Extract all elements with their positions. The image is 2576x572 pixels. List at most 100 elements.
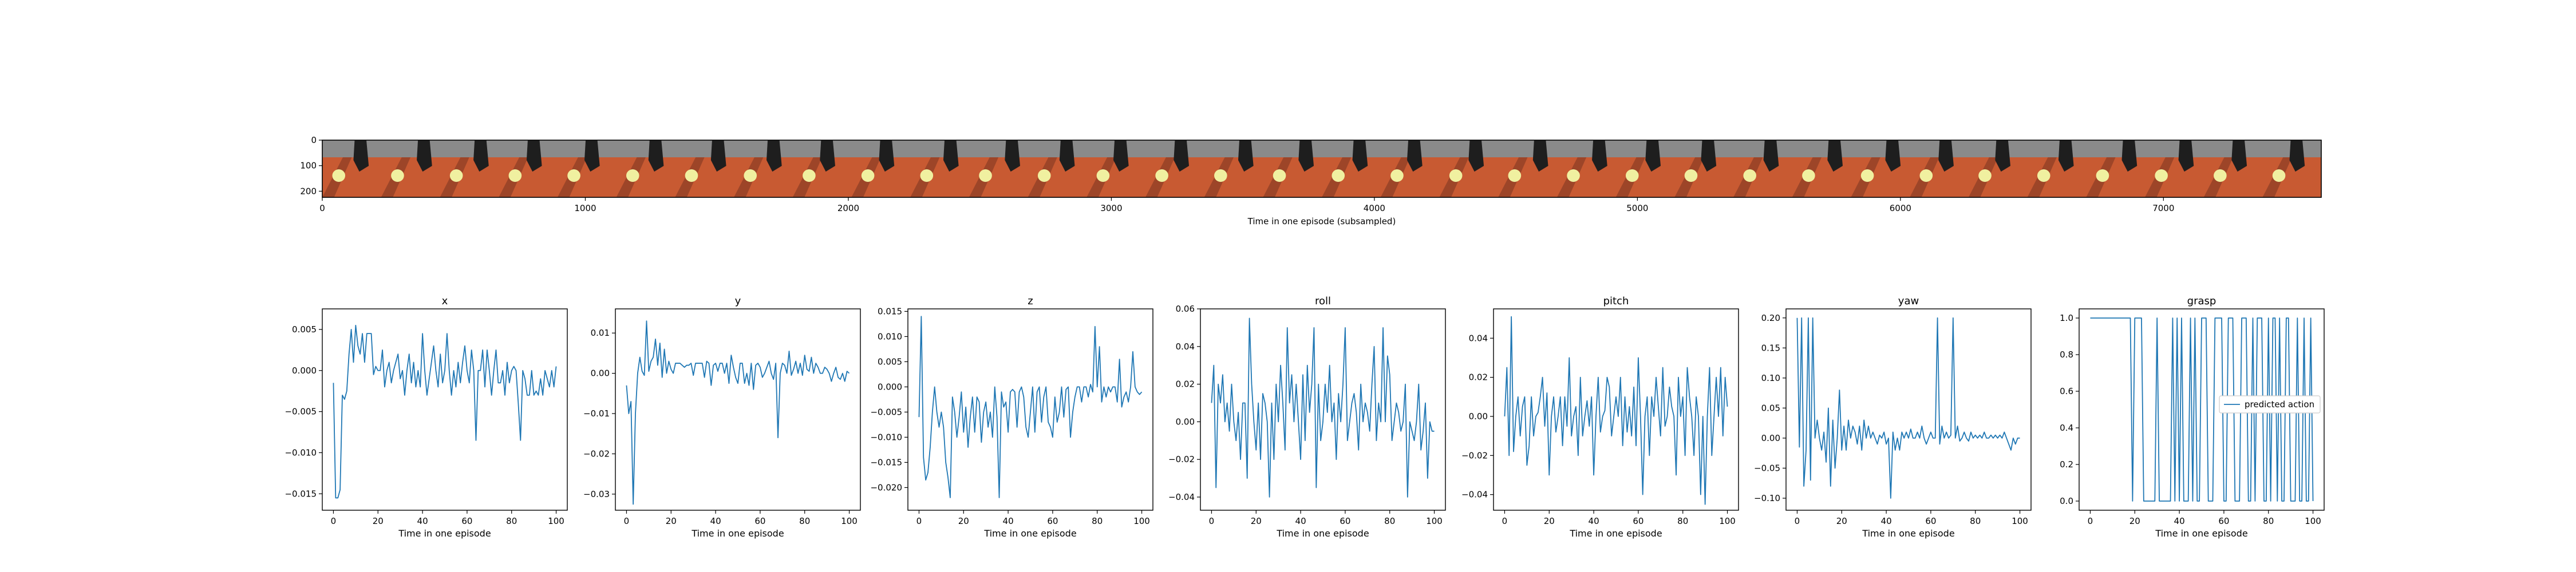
plot-frame [1785,308,2032,511]
y-tick-label: 0.6 [2060,386,2073,396]
film-frame-object [626,169,639,182]
legend-box [2219,395,2321,414]
x-tick-label: 100 [841,516,858,526]
y-tick-label: −0.01 [583,408,610,419]
film-frame-wall [969,140,1028,157]
filmstrip-y-tick-label: 200 [300,186,317,196]
x-tick-label: 60 [1633,516,1643,526]
film-frame-wall [910,140,970,157]
x-tick-label: 40 [2174,516,2185,526]
chart-title: z [1028,295,1033,307]
film-frame-gripper [473,140,489,172]
film-frame-object [1919,169,1933,182]
film-frame [2086,140,2146,197]
film-frame-object [2272,169,2286,182]
film-frame-wall [1028,140,1087,157]
y-tick-label: 0.15 [1761,343,1780,353]
film-frame-object [1155,169,1168,182]
x-tick-label: 80 [1384,516,1395,526]
chart-title: y [735,295,741,307]
film-frame [1380,140,1440,197]
x-tick-label: 80 [2263,516,2274,526]
x-tick-label: 40 [1295,516,1306,526]
filmstrip-xlabel: Time in one episode (subsampled) [1247,216,1396,227]
film-frame [557,140,617,197]
chart-title: x [442,295,448,307]
film-frame-wall [381,140,440,157]
film-frame-gripper [353,140,369,172]
y-tick-label: −0.010 [285,447,317,458]
y-tick-label: 0.0 [2060,496,2073,506]
y-tick-label: 0.000 [292,366,317,376]
y-tick-label: −0.02 [1168,454,1195,464]
film-frame-wall [1556,140,1617,157]
film-frame-object [1273,169,1286,182]
film-frame-gripper [2289,140,2305,172]
film-frame [969,140,1028,197]
film-frame-wall [2144,140,2204,157]
x-axis-label: Time in one episode [1276,528,1369,539]
y-tick-label: 0.04 [1176,341,1195,352]
x-tick-label: 0 [1502,516,1508,526]
x-tick-label: 20 [666,516,677,526]
film-frame-gripper [1827,140,1843,172]
film-frame-gripper [417,140,432,172]
film-frame-wall [1792,140,1851,157]
film-frame [675,140,734,197]
film-frame [1674,140,1734,197]
y-tick-label: 0.02 [1469,372,1488,383]
film-frame-gripper [1005,140,1021,172]
film-frame-wall [1615,140,1675,157]
film-frame-object [979,169,992,182]
film-frame [1086,140,1146,197]
film-frame-object [2037,169,2050,182]
film-frame-object [1214,169,1227,182]
film-frame-wall [675,140,734,157]
film-frame-object [744,169,757,182]
film-frame-gripper [1407,140,1423,172]
filmstrip-x-tick-label: 2000 [837,203,859,213]
x-tick-label: 0 [2088,516,2093,526]
plot-frame [322,308,568,511]
film-frame-gripper [2178,140,2194,172]
film-frame-wall [733,140,793,157]
x-axis-label: Time in one episode [2155,528,2247,539]
y-tick-label: 0.4 [2060,423,2073,433]
x-axis-label: Time in one episode [1569,528,1662,539]
film-frame-wall [1322,140,1381,157]
film-frame-gripper [1113,140,1129,172]
chart-title: yaw [1898,295,1919,307]
x-tick-label: 80 [1092,516,1103,526]
x-tick-label: 100 [1719,516,1736,526]
filmstrip-frames [322,140,2322,197]
y-tick-label: 0.2 [2060,459,2073,470]
film-frame-gripper [879,140,895,172]
film-frame [1556,140,1617,197]
x-tick-label: 100 [2012,516,2028,526]
x-axis-label: Time in one episode [398,528,491,539]
film-frame-gripper [1938,140,1954,172]
series-line [2090,317,2314,502]
plot-frame [615,308,861,511]
film-frame [2262,140,2322,197]
film-frame-gripper [1592,140,1607,172]
x-tick-label: 40 [1003,516,1014,526]
y-tick-label: −0.03 [583,489,610,499]
y-tick-label: 0.005 [878,356,902,367]
x-tick-label: 60 [1340,516,1350,526]
filmstrip-panel: 0 1000 2000 3000 4000 5000 6000 7000 0 100 200 Tim… [300,135,2322,227]
y-tick-label: 0.00 [1469,411,1488,422]
film-frame [1615,140,1675,197]
film-frame-object [332,169,346,182]
y-tick-label: 0.20 [1761,313,1780,323]
series-line [918,316,1143,498]
film-frame [1028,140,1087,197]
x-axis-label: Time in one episode [983,528,1076,539]
film-frame-object [2096,169,2109,182]
y-tick-label: −0.005 [285,407,317,417]
y-tick-label: −0.02 [1461,450,1488,460]
film-frame-gripper [1298,140,1314,172]
film-frame [1851,140,1910,197]
legend-label: predicted action [2245,399,2314,410]
series-line [626,320,850,505]
